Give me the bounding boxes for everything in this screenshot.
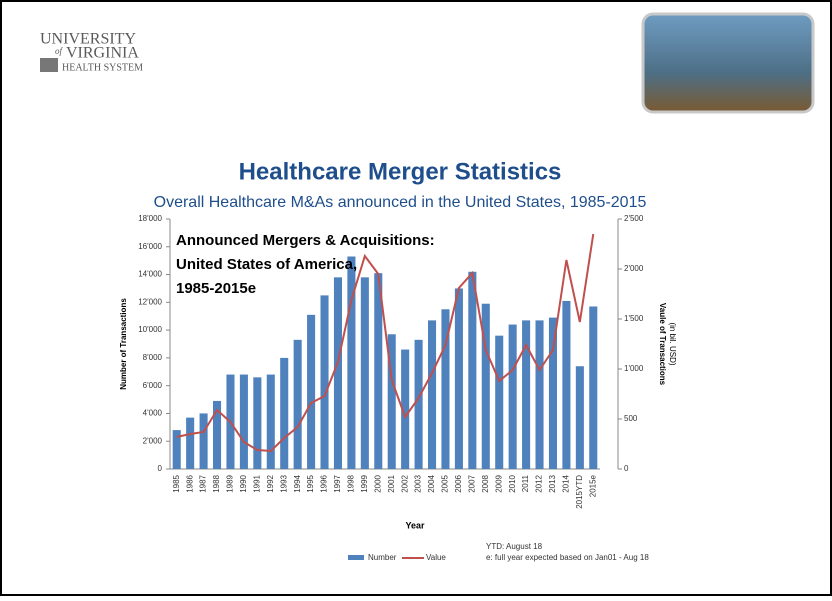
- x-tick-label: 1994: [293, 474, 302, 492]
- bar: [334, 277, 342, 469]
- bar: [536, 320, 544, 469]
- y-tick-label: 10'000: [138, 325, 162, 334]
- x-tick-label: 1995: [306, 474, 315, 492]
- logo-text: HEALTH SYSTEM: [62, 62, 143, 73]
- logo-text: VIRGINIA: [66, 45, 139, 62]
- y-tick-label: 12'000: [138, 297, 162, 306]
- bar: [321, 295, 329, 469]
- bar: [240, 375, 248, 469]
- chart-note: e: full year expected based on Jan01 - A…: [486, 553, 649, 562]
- x-tick-label: 1989: [226, 474, 235, 492]
- chart-title: Announced Mergers & Acquisitions:: [176, 232, 435, 249]
- bar: [589, 307, 597, 470]
- y2-tick-label: 1'500: [624, 314, 644, 323]
- x-tick-label: 2003: [414, 474, 423, 492]
- logo-icon: [40, 58, 58, 72]
- bar: [307, 315, 315, 469]
- bar: [253, 377, 261, 469]
- x-tick-label: 1985: [172, 474, 181, 492]
- x-tick-label: 2004: [427, 474, 436, 492]
- y2-axis-title: Vaule of Transactions: [658, 303, 667, 386]
- y2-axis-title: (in bil. USD): [668, 322, 677, 365]
- bar: [294, 340, 302, 469]
- bar: [186, 418, 194, 469]
- x-tick-label: 1998: [347, 474, 356, 492]
- x-tick-label: 2002: [400, 474, 409, 492]
- y-tick-label: 6'000: [143, 381, 163, 390]
- y2-tick-label: 1'000: [624, 364, 644, 373]
- bar: [509, 325, 517, 469]
- x-tick-label: 2010: [508, 474, 517, 492]
- x-tick-label: 2011: [521, 474, 530, 492]
- x-tick-label: 1996: [320, 474, 329, 492]
- x-tick-label: 2005: [441, 474, 450, 492]
- x-tick-label: 2007: [467, 474, 476, 492]
- y-tick-label: 2'000: [143, 436, 163, 445]
- bar: [455, 288, 463, 469]
- bar: [200, 413, 208, 469]
- y2-tick-label: 500: [624, 414, 638, 423]
- x-tick-label: 1997: [333, 474, 342, 492]
- x-tick-label: 2001: [387, 474, 396, 492]
- chart-note: YTD: August 18: [486, 542, 543, 551]
- x-tick-label: 2014: [562, 474, 571, 492]
- x-tick-label: 1988: [212, 474, 221, 492]
- x-tick-label: 2012: [535, 474, 544, 492]
- bar: [267, 375, 275, 469]
- x-tick-label: 2015YTD: [575, 475, 584, 509]
- bar: [576, 366, 584, 469]
- x-tick-label: 2015e: [588, 474, 597, 497]
- bar: [361, 277, 369, 469]
- x-tick-label: 1990: [239, 474, 248, 492]
- x-tick-label: 1999: [360, 474, 369, 492]
- bar: [428, 320, 436, 469]
- x-tick-label: 2009: [494, 474, 503, 492]
- bar: [562, 301, 570, 469]
- x-tick-label: 2000: [373, 474, 382, 492]
- y-tick-label: 14'000: [138, 270, 162, 279]
- x-tick-label: 2008: [481, 474, 490, 492]
- y2-tick-label: 2'000: [624, 264, 644, 273]
- x-axis-title: Year: [405, 520, 425, 530]
- legend-label: Value: [426, 553, 446, 562]
- chart-title: 1985-2015e: [176, 280, 256, 297]
- y-tick-label: 16'000: [138, 242, 162, 251]
- y-axis-title: Number of Transactions: [119, 298, 128, 390]
- y2-tick-label: 2'500: [624, 214, 644, 223]
- x-tick-label: 2006: [454, 474, 463, 492]
- slide-title: Healthcare Merger Statistics: [239, 158, 562, 185]
- y-tick-label: 4'000: [143, 409, 163, 418]
- x-tick-label: 1991: [252, 474, 261, 492]
- bar: [549, 318, 557, 469]
- slide-subtitle: Overall Healthcare M&As announced in the…: [154, 194, 647, 211]
- x-tick-label: 2013: [548, 474, 557, 492]
- x-tick-label: 1987: [199, 474, 208, 492]
- bar: [495, 336, 503, 469]
- legend-swatch: [348, 555, 364, 560]
- y2-tick-label: 0: [624, 464, 629, 473]
- logo: UNIVERSITY of VIRGINIA HEALTH SYSTEM: [40, 31, 143, 74]
- legend-label: Number: [368, 553, 397, 562]
- y-tick-label: 18'000: [138, 214, 162, 223]
- y-tick-label: 8'000: [143, 353, 163, 362]
- x-tick-label: 1993: [279, 474, 288, 492]
- bar: [468, 272, 476, 469]
- x-tick-label: 1992: [266, 474, 275, 492]
- bar: [415, 340, 423, 469]
- y-tick-label: 0: [158, 464, 163, 473]
- x-tick-label: 1986: [185, 474, 194, 492]
- chart-title: United States of America,: [176, 256, 357, 273]
- bar: [280, 358, 288, 469]
- slide: UNIVERSITY of VIRGINIA HEALTH SYSTEM Hea…: [0, 0, 832, 596]
- bar: [522, 320, 530, 469]
- header-photo: [643, 14, 813, 112]
